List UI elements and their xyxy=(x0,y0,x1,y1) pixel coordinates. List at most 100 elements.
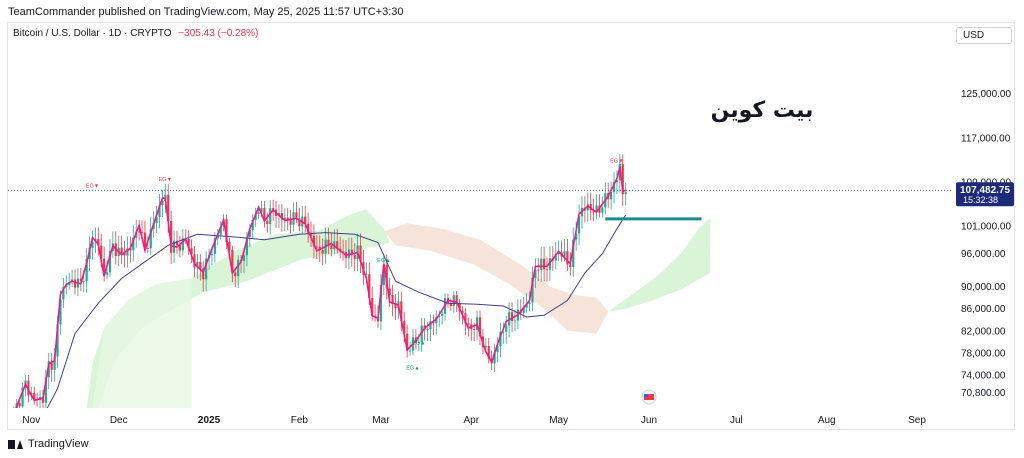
candle-body xyxy=(525,304,528,308)
candle-body xyxy=(557,252,560,255)
candle-body xyxy=(193,254,196,268)
candle-body xyxy=(455,295,458,304)
candle-body xyxy=(496,346,499,353)
currency-button[interactable]: USD xyxy=(956,27,1012,44)
candle-body xyxy=(563,251,566,257)
candle-body xyxy=(196,261,199,268)
x-tick-label-2: 2025 xyxy=(198,415,221,426)
candle-body xyxy=(359,245,362,262)
candle-body xyxy=(178,245,182,251)
candle-body xyxy=(62,287,65,300)
candle-body xyxy=(487,345,490,359)
candle-body xyxy=(155,217,158,223)
signal-marker-3: EG▲ xyxy=(412,341,425,347)
candle-body xyxy=(50,360,53,370)
candle-body xyxy=(391,295,394,305)
candle-body xyxy=(21,387,24,407)
candle-body xyxy=(216,234,219,239)
candle-body xyxy=(508,312,511,326)
candle-body xyxy=(502,331,505,333)
candle-body xyxy=(18,403,21,407)
candle-body xyxy=(569,264,572,268)
candle-body xyxy=(371,298,374,316)
candle-body xyxy=(403,321,406,334)
candle-body xyxy=(82,280,85,282)
candle-body xyxy=(610,192,613,200)
candle-body xyxy=(624,192,627,195)
candle-body xyxy=(13,411,15,414)
candle-body xyxy=(306,223,310,233)
candle-body xyxy=(510,312,514,322)
candle-body xyxy=(242,255,246,261)
candle-body xyxy=(41,397,45,403)
x-tick-label-6: May xyxy=(549,415,568,426)
candle-body xyxy=(353,255,356,259)
candle-body xyxy=(417,341,420,343)
y-tick-label-10: 70,800.00 xyxy=(961,388,1006,399)
y-tick-label-7: 82,000.00 xyxy=(961,326,1006,337)
candle-body xyxy=(330,245,333,250)
candle-body xyxy=(309,232,313,236)
candle-body xyxy=(566,251,569,265)
x-tick-label-1: Dec xyxy=(110,415,128,426)
y-tick-label-9: 74,000.00 xyxy=(961,370,1006,381)
candle-body xyxy=(368,274,371,299)
signal-marker-0: EG▼ xyxy=(86,183,99,189)
candle-body xyxy=(429,320,432,330)
candle-body xyxy=(388,288,391,296)
candle-body xyxy=(140,232,144,233)
last-price-label: 107,482.75 xyxy=(960,185,1010,196)
candle-body xyxy=(280,213,283,220)
candle-body xyxy=(91,241,94,248)
candle-body xyxy=(493,352,496,364)
candle-body xyxy=(245,237,249,256)
y-tick-label-0: 125,000.00 xyxy=(961,89,1011,100)
candle-body xyxy=(257,212,260,215)
candle-body xyxy=(234,272,237,277)
y-tick-label-6: 86,000.00 xyxy=(961,304,1006,315)
candle-body xyxy=(365,274,368,275)
x-tick-label-0: Nov xyxy=(22,415,40,426)
chart-frame xyxy=(7,22,1015,430)
candle-body xyxy=(394,304,397,309)
candle-body xyxy=(219,226,222,235)
candle-body xyxy=(615,180,619,183)
candle-body xyxy=(263,208,266,221)
ichimoku-cloud-bearish xyxy=(383,223,609,334)
candle-body xyxy=(120,247,123,253)
candle-body xyxy=(595,205,598,213)
candle-body xyxy=(105,272,109,275)
candle-body xyxy=(537,269,540,271)
candle-body xyxy=(231,249,234,273)
candle-body xyxy=(272,208,275,210)
candle-body xyxy=(621,163,624,195)
candle-body xyxy=(336,241,339,249)
lower-shaded-region xyxy=(13,278,192,408)
candle-body xyxy=(304,216,307,224)
candle-body xyxy=(146,248,149,249)
candle-body xyxy=(205,258,208,280)
candle-body xyxy=(248,229,251,238)
signal-marker-5: EG▼ xyxy=(610,159,623,165)
candle-body xyxy=(441,313,444,316)
candle-body xyxy=(289,220,292,225)
candle-body xyxy=(473,329,476,330)
candle-body xyxy=(575,233,578,240)
candle-body xyxy=(312,235,316,247)
candle-body xyxy=(129,248,132,251)
candle-body xyxy=(187,238,190,249)
candle-body xyxy=(545,269,549,271)
candle-body xyxy=(149,228,152,249)
baseline-series xyxy=(46,214,627,408)
candle-body xyxy=(85,258,88,281)
candle-body xyxy=(254,214,257,220)
candle-body xyxy=(382,265,385,286)
plot-area: EG▼ EG▼ EG▲ EG▲ EG▲ EG▼ xyxy=(8,154,952,414)
last-price-tag xyxy=(956,182,1014,207)
candle-body xyxy=(406,333,409,351)
candle-body xyxy=(79,278,82,282)
candle-body xyxy=(612,182,616,193)
candle-body xyxy=(100,245,103,259)
x-tick-label-9: Aug xyxy=(818,415,836,426)
